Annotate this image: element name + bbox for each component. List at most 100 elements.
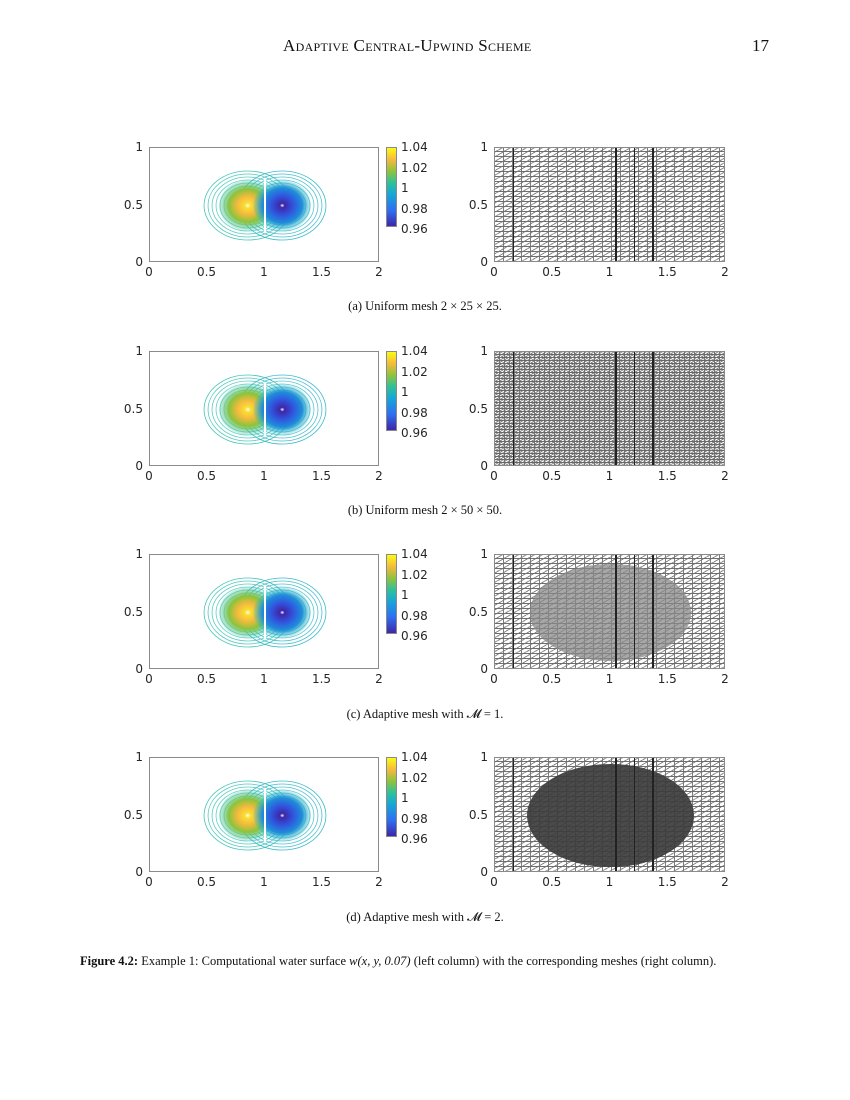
contour-x-tick: 1: [260, 265, 268, 279]
mesh-y-tick: 0.5: [468, 604, 488, 619]
contour-y-tick: 0: [135, 255, 143, 269]
contour-axes: [149, 147, 379, 262]
subfigure-row-d: 0 0.5 1 1.5 2 0 0.5 1 1.04 1.02 1 0.98 0.96 0 0.5 1 1.5 2…: [0, 0, 850, 889]
mesh-x-tick: 1: [605, 265, 614, 279]
mesh-vertical-line: [633, 555, 636, 668]
refined-region: [529, 564, 692, 661]
figure-caption-text-1: Example 1: Computational water surface: [138, 954, 350, 968]
mesh-x-tick: 1.5: [657, 469, 677, 483]
colorbar-tick: 0.96: [401, 222, 428, 236]
mesh-coarse-grid: [495, 148, 724, 261]
contour-x-tick: 1: [260, 469, 268, 483]
mesh-y-tick: 0.5: [468, 401, 488, 416]
contour-x-tick: 1.5: [311, 875, 332, 889]
mesh-x-tick: 0: [490, 469, 498, 483]
contour-x-tick: 0: [145, 265, 153, 279]
colorbar-tick: 0.98: [401, 405, 428, 420]
colorbar-tick: 1.04: [401, 547, 428, 561]
mesh-vertical-line: [652, 352, 654, 465]
contour-x-tick: 1.5: [311, 265, 332, 279]
mesh-y-tick: 1: [480, 344, 488, 358]
mesh-axes: [494, 351, 725, 466]
mesh-vertical-line: [652, 758, 654, 871]
colorbar-tick: 1.02: [401, 160, 428, 175]
contour-x-tick: 0.5: [196, 875, 217, 889]
mesh-axes: [494, 554, 725, 669]
contour-x-tick: 2: [375, 875, 383, 889]
mesh-vertical-line: [633, 352, 636, 465]
contour-y-tick: 0.5: [123, 604, 143, 619]
contour-y-tick: 0: [135, 459, 143, 473]
colorbar-tick: 1.02: [401, 567, 428, 582]
contour-y-tick: 1: [135, 547, 143, 561]
colorbar-tick: 0.98: [401, 608, 428, 623]
colorbar-tick: 0.98: [401, 811, 428, 826]
mesh-x-tick: 0.5: [542, 672, 562, 686]
contour-x-tick: 0: [145, 875, 153, 889]
mesh-vertical-line: [633, 758, 636, 871]
mesh-vertical-line: [652, 148, 654, 261]
mesh-x-tick: 0: [490, 672, 498, 686]
mesh-x-tick: 1.5: [657, 875, 677, 889]
mesh-vertical-line: [615, 758, 617, 871]
mesh-y-tick: 1: [480, 547, 488, 561]
contour-y-tick: 0.5: [123, 401, 143, 416]
mesh-x-tick: 2: [721, 875, 729, 889]
mesh-y-tick: 0.5: [468, 197, 488, 212]
mesh-x-tick: 0.5: [542, 265, 562, 279]
colorbar-tick: 1: [401, 588, 409, 602]
contour-axes: [149, 554, 379, 669]
colorbar-tick: 1: [401, 181, 409, 195]
contour-x-tick: 1.5: [311, 469, 332, 483]
contour-axes: [149, 351, 379, 466]
contour-y-tick: 0: [135, 865, 143, 879]
contour-y-tick: 1: [135, 344, 143, 358]
page-number: 17: [752, 36, 769, 55]
mesh-y-tick: 0: [480, 255, 488, 269]
contour-x-tick: 1: [260, 672, 268, 686]
mesh-vertical-line: [512, 148, 515, 261]
mesh-vertical-line: [633, 148, 636, 261]
colorbar-tick: 1.04: [401, 750, 428, 764]
contour-y-tick: 0: [135, 662, 143, 676]
mesh-x-tick: 2: [721, 469, 729, 483]
subfigure-caption: (d) Adaptive mesh with 𝓜 = 2.: [346, 910, 504, 924]
contour-plot: [203, 577, 327, 648]
mesh-x-tick: 2: [721, 672, 729, 686]
running-title: Adaptive Central-Upwind Scheme: [283, 36, 532, 55]
colorbar-tick: 1.02: [401, 364, 428, 379]
mesh-x-tick: 1.5: [657, 265, 677, 279]
contour-plot: [203, 170, 327, 241]
colorbar: [386, 147, 397, 227]
colorbar: [386, 554, 397, 634]
contour-x-tick: 2: [375, 469, 383, 483]
contour-plot: [203, 374, 327, 445]
contour-x-tick: 1: [260, 875, 268, 889]
mesh-y-tick: 0: [480, 662, 488, 676]
colorbar-tick: 0.96: [401, 629, 428, 643]
subfigure-caption: (b) Uniform mesh 2 × 50 × 50.: [347, 503, 503, 517]
colorbar-tick: 1.04: [401, 344, 428, 358]
subfigure-row-c: 0 0.5 1 1.5 2 0 0.5 1 1.04 1.02 1 0.98 0.96 0 0.5 1 1.5 2…: [0, 0, 850, 686]
mesh-x-tick: 1: [605, 469, 614, 483]
contour-y-tick: 0.5: [123, 197, 143, 212]
mesh-vertical-line: [512, 555, 515, 668]
mesh-vertical-line: [512, 758, 515, 871]
mesh-y-tick: 1: [480, 750, 488, 764]
mesh-vertical-line: [615, 352, 617, 465]
mesh-axes: [494, 757, 725, 872]
contour-x-tick: 1.5: [311, 672, 332, 686]
mesh-x-tick: 1: [605, 672, 614, 686]
contour-x-tick: 2: [375, 672, 383, 686]
figure-caption: Figure 4.2: Example 1: Computational wat…: [80, 953, 772, 970]
mesh-y-tick: 0: [480, 865, 488, 879]
contour-x-tick: 0.5: [196, 469, 217, 483]
mesh-x-tick: 1.5: [657, 672, 677, 686]
mesh-x-tick: 0.5: [542, 469, 562, 483]
contour-axes: [149, 757, 379, 872]
mesh-fine-grid: [495, 352, 724, 465]
running-head: Adaptive Central-Upwind Scheme 17: [0, 36, 850, 60]
mesh-y-tick: 0: [480, 459, 488, 473]
colorbar-tick: 1.02: [401, 770, 428, 785]
contour-x-tick: 0: [145, 672, 153, 686]
